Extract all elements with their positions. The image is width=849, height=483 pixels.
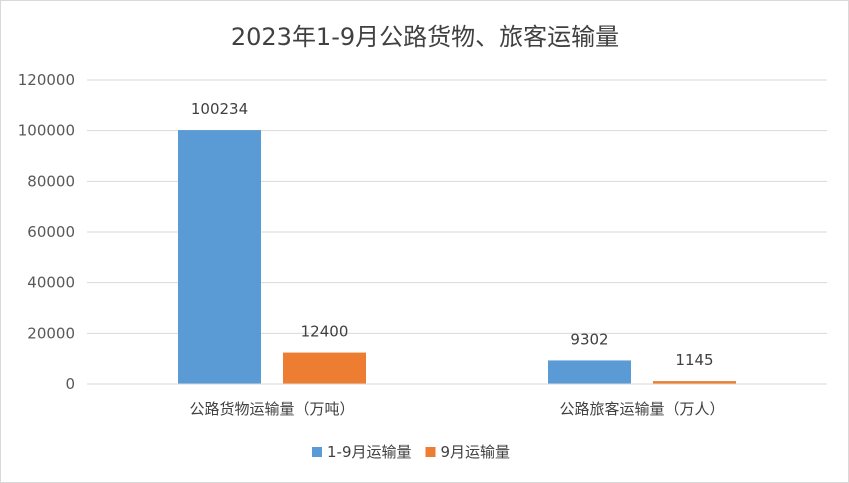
bar-1-1 bbox=[653, 381, 736, 384]
x-axis: 公路货物运输量（万吨） 公路旅客运输量（万人） bbox=[87, 383, 827, 418]
legend-label-0: 1-9月运输量 bbox=[327, 443, 412, 461]
bar-0-1 bbox=[283, 352, 366, 384]
y-tick-label-0: 0 bbox=[65, 375, 75, 393]
y-axis: 0 20000 40000 60000 80000 100000 120000 bbox=[18, 71, 75, 393]
data-labels: 100234 12400 9302 1145 bbox=[191, 100, 714, 369]
data-label-1-0: 9302 bbox=[570, 330, 608, 348]
category-label-1: 公路旅客运输量（万人） bbox=[559, 400, 724, 418]
legend-label-1: 9月运输量 bbox=[441, 443, 511, 461]
legend: 1-9月运输量 9月运输量 bbox=[312, 443, 510, 461]
data-label-0-1: 12400 bbox=[301, 323, 349, 341]
data-label-0-0: 100234 bbox=[191, 100, 248, 118]
y-tick-label-3: 60000 bbox=[27, 223, 75, 241]
category-label-0: 公路货物运输量（万吨） bbox=[189, 400, 354, 418]
bar-1-0 bbox=[548, 360, 631, 384]
chart-title: 2023年1-9月公路货物、旅客运输量 bbox=[231, 23, 619, 51]
y-tick-label-6: 120000 bbox=[18, 71, 75, 89]
bars bbox=[178, 130, 736, 384]
data-label-1-1: 1145 bbox=[675, 351, 713, 369]
y-tick-label-4: 80000 bbox=[27, 172, 75, 190]
legend-swatch-1 bbox=[425, 447, 436, 457]
bar-0-0 bbox=[178, 130, 261, 384]
y-tick-label-5: 100000 bbox=[18, 122, 75, 140]
y-tick-label-1: 20000 bbox=[27, 324, 75, 342]
legend-swatch-0 bbox=[312, 447, 322, 457]
y-tick-label-2: 40000 bbox=[27, 274, 75, 292]
